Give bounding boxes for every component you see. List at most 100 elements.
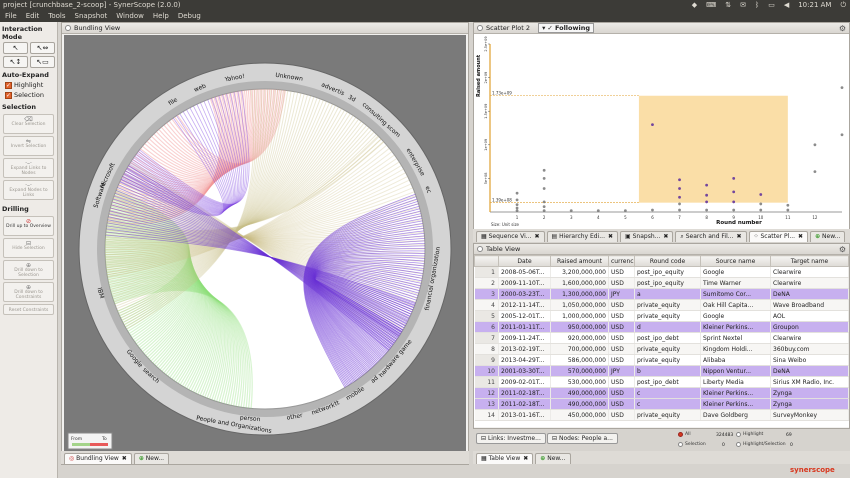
drill-down-selection-button[interactable]: ⊕ Drill down to Selection: [3, 260, 54, 280]
network-icon[interactable]: ⇅: [725, 1, 732, 9]
radio-all[interactable]: All: [678, 432, 691, 437]
tab-scatter-plot[interactable]: ⁘ Scatter Pl... ✖: [748, 231, 809, 242]
table-row[interactable]: 11 2009-02-01T... 530,000,000 USD post_ipo_d…: [474, 376, 849, 388]
ring-label[interactable]: ad: [370, 374, 380, 384]
ring-label[interactable]: file: [167, 96, 179, 107]
edge-link: [105, 161, 400, 260]
column-header-date[interactable]: Date: [498, 255, 551, 267]
ring-label[interactable]: IBM: [96, 287, 106, 299]
tab-sequence-view[interactable]: ▦ Sequence Vi... ✖: [476, 231, 545, 242]
ring-label[interactable]: 3d: [347, 94, 357, 104]
column-header-round-code[interactable]: Round code: [634, 255, 701, 267]
tab-bundling-view[interactable]: ◎ Bundling View ✖: [64, 453, 132, 464]
table-row[interactable]: 2 2009-11-10T... 1,600,000,000 USD post_ipo_…: [474, 277, 849, 289]
pan-mode-button[interactable]: ↖▭: [30, 56, 55, 68]
radio-selection[interactable]: Selection: [678, 442, 706, 447]
pin-icon[interactable]: [477, 246, 483, 252]
menu-snapshot[interactable]: Snapshot: [74, 12, 108, 20]
edge-link: [109, 279, 235, 405]
close-icon[interactable]: ✖: [534, 233, 540, 240]
highlight-checkbox[interactable]: ✓ Highlight: [0, 80, 57, 90]
volume-icon[interactable]: ◀: [783, 1, 790, 9]
radio-highlight-selection[interactable]: Highlight/Selection: [736, 442, 786, 447]
links-button[interactable]: ⊟ Links: Investme...: [476, 433, 546, 444]
close-icon[interactable]: ✖: [663, 233, 669, 240]
menu-file[interactable]: File: [5, 12, 17, 20]
ring-label[interactable]: ec: [424, 185, 433, 194]
tab-hierarchy-editor[interactable]: ▤ Hierarchy Edi... ✖: [546, 231, 619, 242]
table-row[interactable]: 9 2013-04-29T... 586,000,000 USD private_equ…: [474, 354, 849, 366]
menu-window[interactable]: Window: [116, 12, 144, 20]
ring-label[interactable]: Yahoo!: [223, 73, 245, 84]
tab-new-right-bottom[interactable]: ⊕ New...: [535, 453, 571, 464]
keyboard-icon[interactable]: ⌨: [706, 1, 717, 9]
drag-mode-button[interactable]: ↖↕: [3, 56, 28, 68]
tab-new-right-top[interactable]: ⊕ New...: [810, 231, 846, 242]
mail-icon[interactable]: ✉: [740, 1, 746, 9]
table-row[interactable]: 12 2011-02-18T... 490,000,000 USD c Kleiner P…: [474, 387, 849, 399]
table-row[interactable]: 4 2012-11-14T... 1,050,000,000 USD private_e…: [474, 299, 849, 311]
ring-label[interactable]: Unknown: [275, 72, 304, 83]
column-header-source-name[interactable]: Source name: [700, 255, 771, 267]
nodes-button[interactable]: ⊟ Nodes: People a...: [547, 433, 618, 444]
ring-label[interactable]: person: [240, 414, 261, 423]
battery-icon[interactable]: ▭: [768, 1, 775, 9]
close-icon[interactable]: ✖: [121, 455, 127, 462]
close-icon[interactable]: ✖: [523, 455, 529, 462]
table-row[interactable]: 1 2008-05-06T... 3,200,000,000 USD post_ipo_…: [474, 266, 849, 278]
pin-icon[interactable]: [477, 25, 483, 31]
close-icon[interactable]: ✖: [608, 233, 614, 240]
clear-selection-button[interactable]: ⌫ Clear Selection: [3, 114, 54, 134]
ring-label[interactable]: other: [286, 412, 303, 422]
gear-icon[interactable]: ⚙: [838, 245, 846, 254]
menu-tools[interactable]: Tools: [48, 12, 66, 20]
drill-down-constraints-button[interactable]: ⊕ Drill down to Constraints: [3, 282, 54, 302]
table-row[interactable]: 7 2009-11-24T... 920,000,000 USD post_ipo_de…: [474, 332, 849, 344]
close-icon[interactable]: ✖: [798, 233, 804, 240]
links-icon: ⊟: [481, 435, 487, 442]
edge-bundles[interactable]: [104, 88, 426, 409]
selection-checkbox[interactable]: ✓ Selection: [0, 90, 57, 100]
bluetooth-icon[interactable]: ᛒ: [755, 1, 760, 9]
following-dropdown[interactable]: ▾ ✓ Following: [538, 23, 595, 33]
menu-help[interactable]: Help: [152, 12, 169, 20]
table-row[interactable]: 8 2013-02-19T... 700,000,000 USD private_equ…: [474, 343, 849, 355]
table-row[interactable]: 6 2011-01-11T... 950,000,000 USD d Kleiner Pe…: [474, 321, 849, 333]
expand-nodes-button[interactable]: ·–· Expand Nodes to Links: [3, 180, 54, 200]
select-mode-button[interactable]: ↖: [3, 42, 28, 54]
drill-up-button[interactable]: ⊘ Drill up to Overview: [3, 216, 54, 236]
clock[interactable]: 10:21 AM: [798, 1, 832, 9]
column-header-index[interactable]: [474, 255, 499, 267]
expand-links-button[interactable]: ·–· Expand Links to Nodes: [3, 158, 54, 178]
tab-snapshot[interactable]: ▣ Snapsh... ✖: [620, 231, 674, 242]
bundling-canvas[interactable]: Unknown advertis 3d consulting scom enterpri…: [64, 35, 466, 463]
table-scroll[interactable]: Date Raised amount currenc Round code So…: [474, 255, 849, 427]
table-row[interactable]: 13 2011-02-18T... 490,000,000 USD c Kleiner P…: [474, 398, 849, 410]
radio-highlight[interactable]: Highlight: [736, 432, 763, 437]
column-header-currency[interactable]: currenc: [608, 255, 635, 267]
table-row[interactable]: 14 2013-01-16T... 450,000,000 USD private_eq…: [474, 409, 849, 421]
ring-label[interactable]: tt: [333, 399, 341, 408]
tab-new-left[interactable]: ⊕ New...: [133, 453, 170, 464]
link-mode-button[interactable]: ↖⇔: [30, 42, 55, 54]
reset-constraints-button[interactable]: Reset Constraints: [3, 304, 54, 315]
tab-table-view[interactable]: ▦ Table View ✖: [476, 453, 534, 464]
power-icon[interactable]: ⏻: [840, 1, 846, 9]
column-header-target-name[interactable]: Target name: [770, 255, 849, 267]
table-row[interactable]: 10 2001-03-30T... 570,000,000 JPY b Nippon Ve…: [474, 365, 849, 377]
dropbox-icon[interactable]: ◆: [691, 1, 698, 9]
menu-debug[interactable]: Debug: [177, 12, 201, 20]
table-row[interactable]: 5 2005-12-01T... 1,000,000,000 USD private_e…: [474, 310, 849, 322]
ring-label[interactable]: web: [193, 82, 207, 93]
close-icon[interactable]: ✖: [736, 233, 742, 240]
hide-selection-button[interactable]: ⊟ Hide Selection: [3, 238, 54, 258]
gear-icon[interactable]: ⚙: [838, 24, 846, 33]
table-row[interactable]: 3 2000-03-23T... 1,300,000,000 JPY a Sumitomo…: [474, 288, 849, 300]
menu-edit[interactable]: Edit: [25, 12, 40, 20]
column-header-raised-amount[interactable]: Raised amount: [550, 255, 609, 267]
pin-icon[interactable]: [65, 25, 71, 31]
tab-search-filter[interactable]: ⌕ Search and Fil... ✖: [675, 231, 747, 242]
invert-selection-button[interactable]: ⇋ Invert Selection: [3, 136, 54, 156]
